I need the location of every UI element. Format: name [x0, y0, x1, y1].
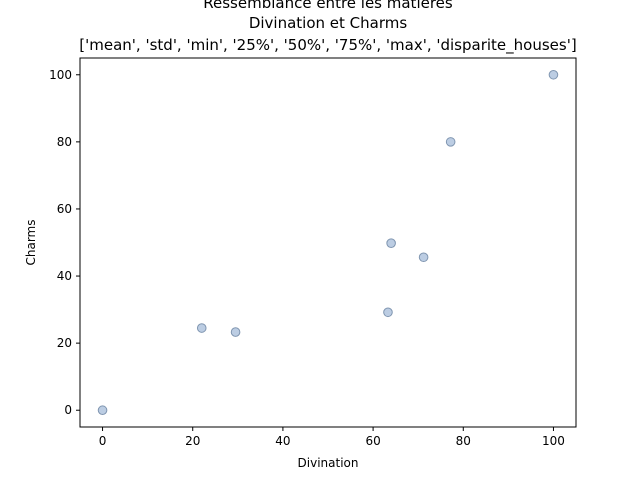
- x-tick-label: 80: [456, 434, 471, 448]
- scatter-point: [97, 405, 108, 416]
- y-axis: 0 20 40 60 80 100: [49, 68, 80, 417]
- y-tick-label: 0: [64, 403, 72, 417]
- scatter-point: [196, 323, 207, 333]
- scatter-point: [383, 307, 393, 318]
- chart-title-line: Ressemblance entre les matieres: [203, 0, 453, 12]
- y-tick-label: 80: [57, 135, 72, 149]
- y-tick-label: 100: [49, 68, 72, 82]
- y-tick-label: 40: [57, 269, 72, 283]
- x-tick-label: 60: [365, 434, 380, 448]
- x-tick-label: 20: [185, 434, 200, 448]
- chart-title-line: Divination et Charms: [249, 14, 408, 32]
- y-axis-label: Charms: [24, 219, 38, 265]
- scatter-point: [548, 69, 559, 80]
- scatter-point: [386, 238, 396, 248]
- scatter-point: [445, 137, 456, 147]
- chart-title-line: ['mean', 'std', 'min', '25%', '50%', '75…: [79, 36, 576, 55]
- x-tick-label: 0: [99, 434, 107, 448]
- x-tick-label: 100: [542, 434, 565, 448]
- scatter-point: [418, 252, 429, 263]
- plot-area: [79, 57, 577, 428]
- x-tick-label: 40: [275, 434, 290, 448]
- y-tick-label: 60: [57, 202, 72, 216]
- x-axis-label: Divination: [298, 456, 359, 470]
- x-axis: 0 20 40 60 80 100: [99, 427, 565, 448]
- chart-title: Ressemblance entre les matieres Divinatio…: [79, 0, 576, 55]
- data-points: [97, 69, 559, 416]
- y-tick-label: 20: [57, 336, 72, 350]
- scatter-point: [230, 327, 241, 337]
